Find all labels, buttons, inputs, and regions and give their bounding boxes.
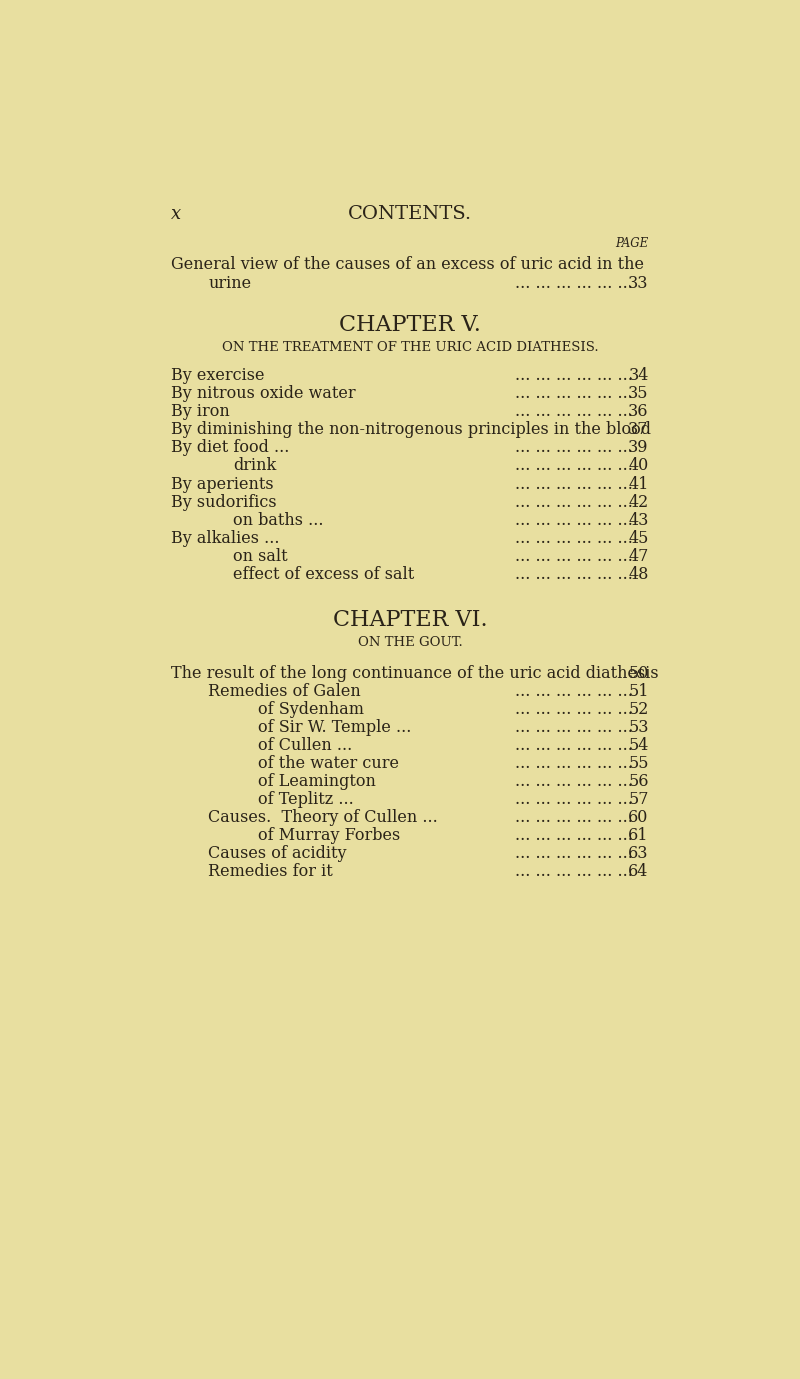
Text: 45: 45 — [628, 530, 649, 546]
Text: 56: 56 — [628, 772, 649, 790]
Text: on baths ...: on baths ... — [234, 512, 324, 528]
Text: By diminishing the non-nitrogenous principles in the blood: By diminishing the non-nitrogenous princ… — [171, 422, 651, 439]
Text: drink: drink — [234, 458, 277, 474]
Text: ... ... ... ... ... ...: ... ... ... ... ... ... — [515, 792, 634, 808]
Text: ... ... ... ... ... ...: ... ... ... ... ... ... — [515, 367, 634, 385]
Text: CONTENTS.: CONTENTS. — [348, 204, 472, 223]
Text: ... ... ... ... ... ...: ... ... ... ... ... ... — [515, 274, 634, 292]
Text: By alkalies ...: By alkalies ... — [171, 530, 280, 546]
Text: ... ... ... ... ... ...: ... ... ... ... ... ... — [515, 403, 634, 421]
Text: 64: 64 — [628, 863, 649, 880]
Text: 55: 55 — [628, 754, 649, 772]
Text: 39: 39 — [628, 440, 649, 456]
Text: ... ... ... ... ... ...: ... ... ... ... ... ... — [515, 701, 634, 717]
Text: urine: urine — [209, 274, 252, 292]
Text: 43: 43 — [628, 512, 649, 528]
Text: 47: 47 — [628, 547, 649, 565]
Text: ... ... ... ... ... ...: ... ... ... ... ... ... — [515, 565, 634, 583]
Text: ... ... ... ... ... ...: ... ... ... ... ... ... — [515, 718, 634, 735]
Text: By aperients: By aperients — [171, 476, 274, 492]
Text: 48: 48 — [628, 565, 649, 583]
Text: effect of excess of salt: effect of excess of salt — [234, 565, 414, 583]
Text: ON THE TREATMENT OF THE URIC ACID DIATHESIS.: ON THE TREATMENT OF THE URIC ACID DIATHE… — [222, 341, 598, 353]
Text: General view of the causes of an excess of uric acid in the: General view of the causes of an excess … — [171, 255, 644, 273]
Text: By iron: By iron — [171, 403, 230, 421]
Text: ON THE GOUT.: ON THE GOUT. — [358, 636, 462, 650]
Text: 53: 53 — [628, 718, 649, 735]
Text: 63: 63 — [628, 845, 649, 862]
Text: of Teplitz ...: of Teplitz ... — [258, 792, 354, 808]
Text: By diet food ...: By diet food ... — [171, 440, 290, 456]
Text: x: x — [171, 204, 182, 223]
Text: of Leamington: of Leamington — [258, 772, 376, 790]
Text: CHAPTER V.: CHAPTER V. — [339, 314, 481, 336]
Text: The result of the long continuance of the uric acid diathesis: The result of the long continuance of th… — [171, 665, 659, 681]
Text: CHAPTER VI.: CHAPTER VI. — [333, 610, 487, 632]
Text: on salt: on salt — [234, 547, 288, 565]
Text: 60: 60 — [628, 809, 649, 826]
Text: 54: 54 — [628, 736, 649, 754]
Text: Causes of acidity: Causes of acidity — [209, 845, 347, 862]
Text: 40: 40 — [629, 458, 649, 474]
Text: of Cullen ...: of Cullen ... — [258, 736, 352, 754]
Text: ... ... ... ... ... ...: ... ... ... ... ... ... — [515, 809, 634, 826]
Text: ... ... ... ... ... ...: ... ... ... ... ... ... — [515, 494, 634, 510]
Text: ... ... ... ... ... ...: ... ... ... ... ... ... — [515, 512, 634, 528]
Text: 61: 61 — [628, 827, 649, 844]
Text: 42: 42 — [629, 494, 649, 510]
Text: By nitrous oxide water: By nitrous oxide water — [171, 385, 356, 403]
Text: ... ... ... ... ... ...: ... ... ... ... ... ... — [515, 458, 634, 474]
Text: ... ... ... ... ... ...: ... ... ... ... ... ... — [515, 683, 634, 699]
Text: Remedies of Galen: Remedies of Galen — [209, 683, 362, 699]
Text: of Sir W. Temple ...: of Sir W. Temple ... — [258, 718, 411, 735]
Text: ... ... ... ... ... ...: ... ... ... ... ... ... — [515, 476, 634, 492]
Text: ... ... ... ... ... ...: ... ... ... ... ... ... — [515, 385, 634, 403]
Text: of the water cure: of the water cure — [258, 754, 399, 772]
Text: 33: 33 — [628, 274, 649, 292]
Text: of Sydenham: of Sydenham — [258, 701, 364, 717]
Text: 36: 36 — [628, 403, 649, 421]
Text: ... ... ... ... ... ...: ... ... ... ... ... ... — [515, 547, 634, 565]
Text: ... ... ... ... ... ...: ... ... ... ... ... ... — [515, 845, 634, 862]
Text: 37: 37 — [628, 422, 649, 439]
Text: 52: 52 — [628, 701, 649, 717]
Text: ... ... ... ... ... ...: ... ... ... ... ... ... — [515, 772, 634, 790]
Text: ... ... ... ... ... ...: ... ... ... ... ... ... — [515, 827, 634, 844]
Text: 35: 35 — [628, 385, 649, 403]
Text: ... ... ... ... ... ...: ... ... ... ... ... ... — [515, 440, 634, 456]
Text: PAGE: PAGE — [615, 237, 649, 250]
Text: Causes.  Theory of Cullen ...: Causes. Theory of Cullen ... — [209, 809, 438, 826]
Text: 57: 57 — [628, 792, 649, 808]
Text: 51: 51 — [628, 683, 649, 699]
Text: ... ... ... ... ... ...: ... ... ... ... ... ... — [515, 863, 634, 880]
Text: 34: 34 — [628, 367, 649, 385]
Text: of Murray Forbes: of Murray Forbes — [258, 827, 400, 844]
Text: 50: 50 — [628, 665, 649, 681]
Text: ... ... ... ... ... ...: ... ... ... ... ... ... — [515, 530, 634, 546]
Text: By sudorifics: By sudorifics — [171, 494, 277, 510]
Text: ... ... ... ... ... ...: ... ... ... ... ... ... — [515, 736, 634, 754]
Text: Remedies for it: Remedies for it — [209, 863, 334, 880]
Text: ... ... ... ... ... ...: ... ... ... ... ... ... — [515, 754, 634, 772]
Text: 41: 41 — [628, 476, 649, 492]
Text: By exercise: By exercise — [171, 367, 265, 385]
